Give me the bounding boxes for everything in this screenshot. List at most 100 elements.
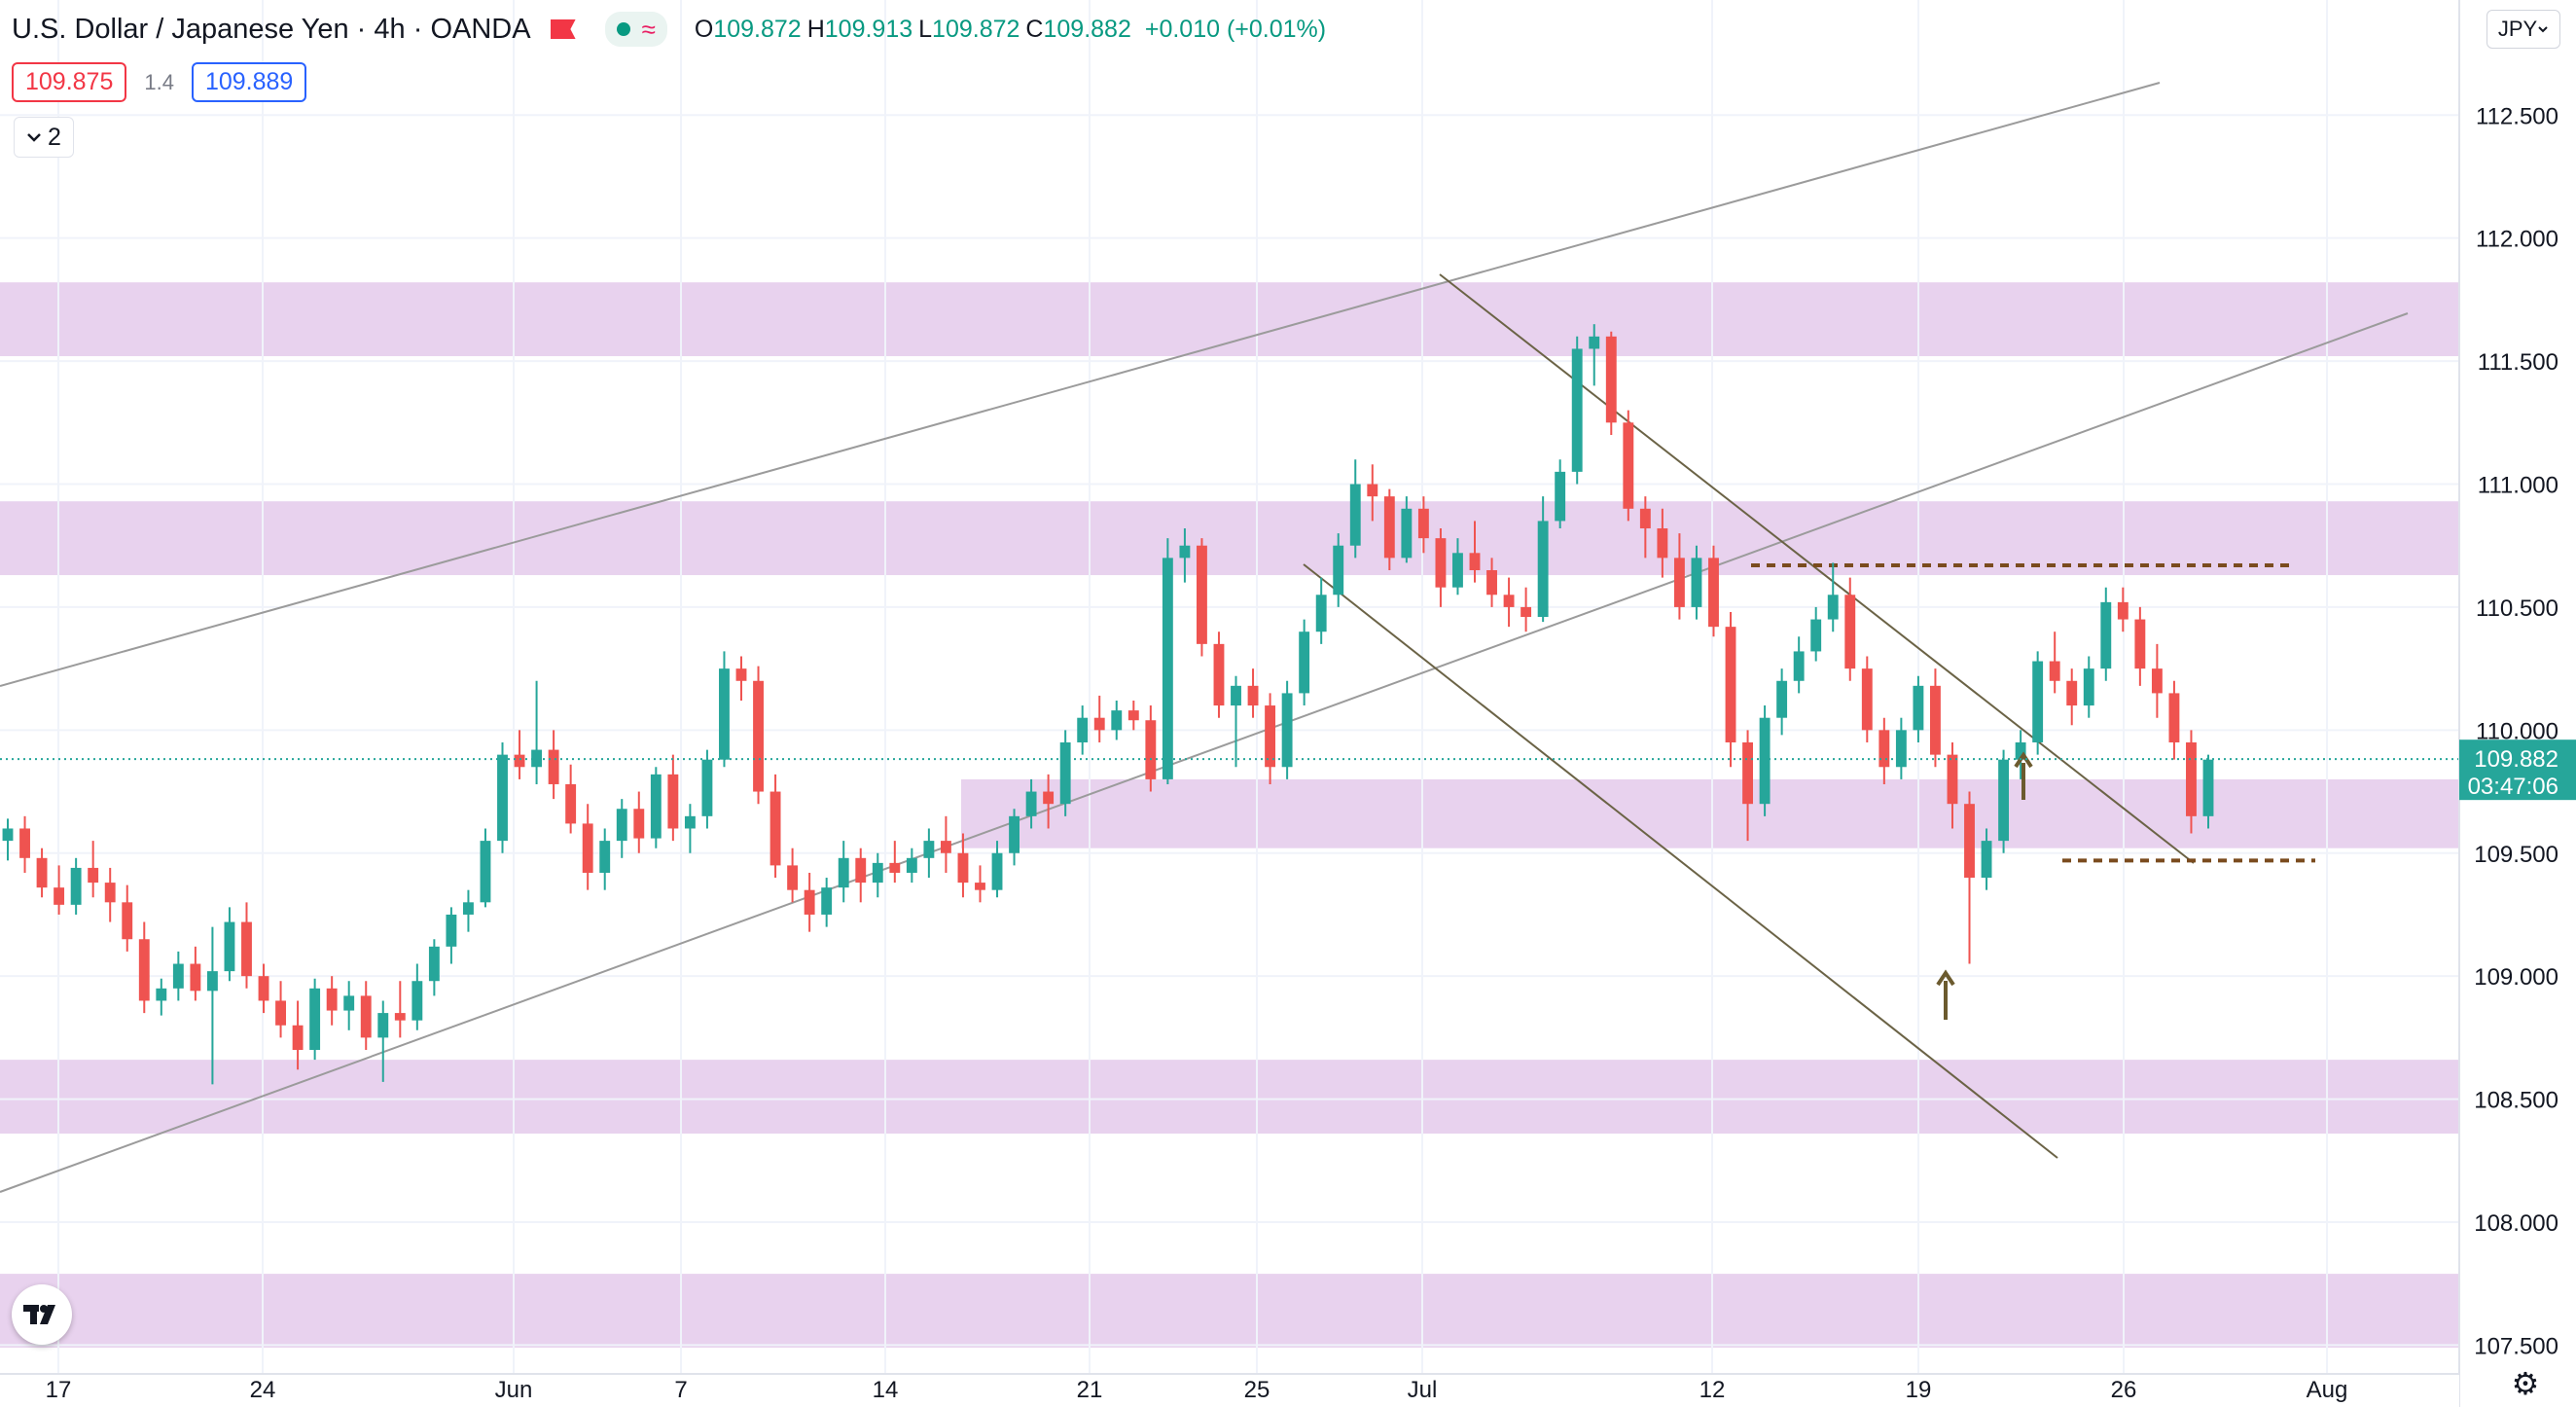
candle-body[interactable] bbox=[394, 1013, 406, 1021]
candle-body[interactable] bbox=[343, 995, 355, 1011]
candle-body[interactable] bbox=[326, 988, 338, 1011]
candle-body[interactable] bbox=[138, 939, 150, 1001]
candle-body[interactable] bbox=[701, 759, 713, 816]
candle-body[interactable] bbox=[531, 749, 543, 768]
candle-body[interactable] bbox=[1861, 668, 1873, 731]
candle-body[interactable] bbox=[1503, 595, 1515, 607]
candle-body[interactable] bbox=[2100, 601, 2112, 669]
price-axis-label[interactable]: 111.000 bbox=[2478, 473, 2558, 499]
price-zone[interactable] bbox=[0, 1060, 2459, 1134]
candle-body[interactable] bbox=[2049, 661, 2060, 681]
candle-body[interactable] bbox=[1349, 484, 1361, 546]
price-zone[interactable] bbox=[0, 1274, 2459, 1348]
candle-body[interactable] bbox=[377, 1013, 389, 1038]
candle-body[interactable] bbox=[428, 946, 440, 982]
price-axis-label[interactable]: 108.500 bbox=[2474, 1088, 2558, 1114]
candle-body[interactable] bbox=[1981, 841, 1992, 879]
candle-body[interactable] bbox=[2168, 693, 2180, 742]
candle-body[interactable] bbox=[906, 857, 917, 873]
candle-body[interactable] bbox=[70, 867, 82, 905]
candle-body[interactable] bbox=[1127, 710, 1139, 721]
candle-body[interactable] bbox=[241, 921, 252, 977]
candle-body[interactable] bbox=[1878, 730, 1890, 768]
candle-body[interactable] bbox=[684, 815, 696, 829]
candle-body[interactable] bbox=[975, 883, 985, 890]
price-tag[interactable] bbox=[2459, 740, 2576, 801]
candle-body[interactable] bbox=[497, 754, 508, 842]
candle-body[interactable] bbox=[1639, 508, 1651, 529]
channel-line-upper[interactable] bbox=[1439, 273, 2195, 864]
candle-body[interactable] bbox=[2015, 741, 2026, 760]
candle-body[interactable] bbox=[582, 823, 593, 873]
candle-body[interactable] bbox=[719, 668, 730, 760]
candle-body[interactable] bbox=[1469, 553, 1481, 570]
candle-body[interactable] bbox=[1367, 484, 1378, 497]
candle-body[interactable] bbox=[2032, 661, 2044, 742]
time-axis-label[interactable]: 21 bbox=[1077, 1377, 1103, 1403]
candle-body[interactable] bbox=[889, 862, 901, 873]
flag-icon[interactable] bbox=[551, 19, 576, 39]
candle-body[interactable] bbox=[565, 783, 577, 824]
candle-body[interactable] bbox=[1417, 508, 1429, 539]
channel-line-lower[interactable] bbox=[1303, 563, 2058, 1159]
candle-body[interactable] bbox=[1759, 717, 1771, 805]
candle-body[interactable] bbox=[1315, 595, 1327, 632]
candle-body[interactable] bbox=[156, 988, 167, 1001]
tradingview-logo-icon[interactable] bbox=[12, 1284, 72, 1345]
candle-body[interactable] bbox=[1605, 336, 1617, 423]
candle-body[interactable] bbox=[1571, 348, 1583, 472]
time-axis-label[interactable]: 14 bbox=[873, 1377, 899, 1403]
candle-body[interactable] bbox=[1521, 606, 1532, 618]
candle-body[interactable] bbox=[1725, 627, 1736, 742]
candle-body[interactable] bbox=[2186, 741, 2197, 816]
candle-body[interactable] bbox=[2066, 680, 2078, 706]
candle-body[interactable] bbox=[1197, 545, 1207, 644]
price-axis-label[interactable]: 108.000 bbox=[2474, 1210, 2558, 1237]
candle-body[interactable] bbox=[1964, 804, 1975, 879]
candle-body[interactable] bbox=[872, 862, 883, 884]
price-axis-label[interactable]: 107.500 bbox=[2474, 1333, 2558, 1359]
interval-label[interactable]: 4h bbox=[374, 13, 406, 45]
candle-body[interactable] bbox=[1247, 685, 1259, 706]
currency-button[interactable]: JPY bbox=[2487, 10, 2560, 49]
price-axis-label[interactable]: 111.500 bbox=[2478, 349, 2558, 376]
candle-body[interactable] bbox=[1742, 741, 1753, 805]
candle-body[interactable] bbox=[2134, 619, 2146, 669]
time-axis-label[interactable]: Jun bbox=[495, 1377, 533, 1403]
candle-body[interactable] bbox=[1776, 680, 1788, 718]
candle-body[interactable] bbox=[2, 828, 14, 842]
candle-body[interactable] bbox=[991, 852, 1003, 890]
candle-body[interactable] bbox=[923, 841, 935, 858]
candle-body[interactable] bbox=[1930, 685, 1941, 755]
candle-body[interactable] bbox=[1333, 545, 1344, 595]
candle-body[interactable] bbox=[769, 791, 781, 866]
candle-body[interactable] bbox=[1025, 791, 1037, 816]
candle-body[interactable] bbox=[1145, 720, 1157, 779]
candle-body[interactable] bbox=[36, 857, 48, 888]
candle-body[interactable] bbox=[2117, 601, 2129, 620]
candle-body[interactable] bbox=[258, 976, 269, 1001]
candle-body[interactable] bbox=[1657, 528, 1668, 559]
trend-line-upper[interactable] bbox=[0, 82, 2161, 687]
candle-body[interactable] bbox=[1691, 558, 1702, 607]
candle-body[interactable] bbox=[616, 809, 627, 842]
candle-body[interactable] bbox=[1383, 496, 1395, 559]
candle-body[interactable] bbox=[855, 857, 867, 884]
candle-body[interactable] bbox=[804, 889, 815, 915]
time-axis-label[interactable]: Jul bbox=[1408, 1377, 1438, 1403]
candle-body[interactable] bbox=[292, 1025, 304, 1051]
candle-body[interactable] bbox=[1077, 717, 1089, 742]
candle-body[interactable] bbox=[1401, 508, 1413, 559]
candle-body[interactable] bbox=[1213, 643, 1225, 706]
candle-body[interactable] bbox=[190, 963, 201, 992]
candle-body[interactable] bbox=[1673, 558, 1685, 607]
candle-body[interactable] bbox=[735, 668, 747, 681]
candle-body[interactable] bbox=[1623, 422, 1634, 509]
candle-body[interactable] bbox=[122, 902, 133, 940]
candle-body[interactable] bbox=[787, 865, 799, 890]
price-zone[interactable] bbox=[0, 501, 2459, 576]
time-axis-label[interactable]: 19 bbox=[1906, 1377, 1932, 1403]
price-axis-label[interactable]: 112.000 bbox=[2476, 227, 2558, 253]
candle-body[interactable] bbox=[275, 1000, 286, 1026]
